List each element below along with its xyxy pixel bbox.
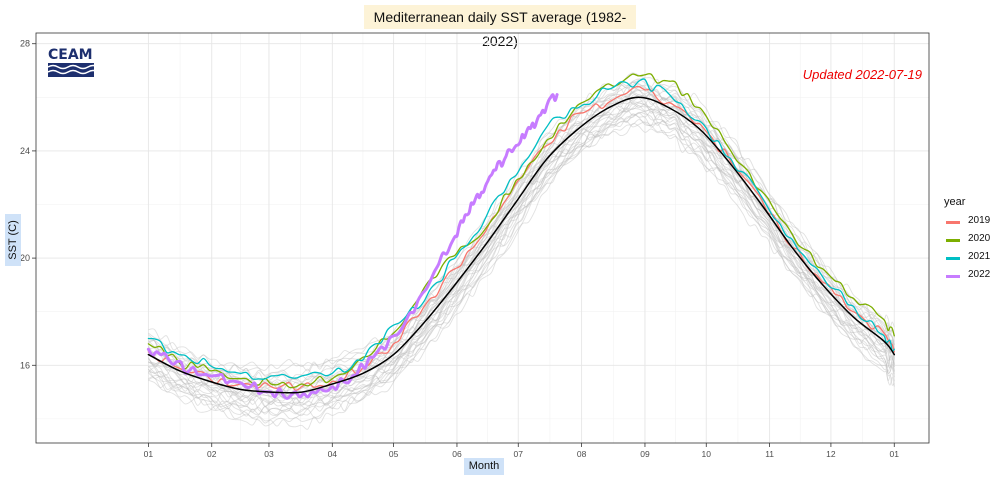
background-year-line — [148, 102, 895, 418]
background-year-line — [148, 81, 895, 390]
x-tick-label: 04 — [328, 449, 338, 459]
background-year-line — [148, 78, 895, 384]
legend-label: 2020 — [968, 233, 991, 244]
x-tick-label: 12 — [826, 449, 836, 459]
y-axis-label: SST (C) — [5, 214, 21, 266]
background-year-line — [148, 113, 895, 427]
plot-frame — [35, 32, 930, 444]
legend-swatch — [946, 239, 960, 242]
y-tick-label: 24 — [20, 146, 30, 156]
background-year-line — [148, 108, 895, 414]
background-year-line — [148, 91, 895, 410]
updated-annotation: Updated 2022-07-19 — [802, 67, 922, 82]
series-line-2021 — [147, 78, 895, 380]
ceam-logo: CEAM — [48, 48, 96, 80]
background-year-line — [148, 80, 895, 373]
x-tick-label: 11 — [765, 449, 774, 459]
background-year-line — [148, 114, 895, 408]
legend-label: 2022 — [968, 269, 991, 280]
y-tick-label: 16 — [20, 360, 30, 370]
background-year-line — [148, 72, 895, 392]
background-year-line — [148, 105, 895, 396]
y-tick-label: 20 — [20, 253, 30, 263]
legend-item-2021: 2021 — [944, 250, 998, 268]
y-tick-label: 28 — [20, 39, 30, 49]
legend-swatch — [946, 275, 960, 278]
chart-title: Mediterranean daily SST average (1982-20… — [364, 5, 636, 49]
x-tick-label: 10 — [702, 449, 712, 459]
background-year-line — [148, 93, 895, 408]
legend-label: 2021 — [968, 251, 991, 262]
series-line-2022 — [146, 93, 559, 400]
background-year-line — [148, 102, 895, 420]
background-year-line — [148, 103, 895, 403]
x-tick-label: 03 — [264, 449, 274, 459]
x-tick-label: 01 — [144, 449, 154, 459]
x-tick-label: 01 — [890, 449, 900, 459]
background-year-line — [148, 78, 895, 392]
legend-item-2020: 2020 — [944, 232, 998, 250]
x-tick-label: 06 — [452, 449, 462, 459]
legend-swatch — [946, 257, 960, 260]
legend-item-2019: 2019 — [944, 214, 998, 232]
background-year-line — [148, 87, 895, 381]
logo-waves-icon — [48, 63, 94, 77]
background-year-line — [148, 96, 895, 406]
x-tick-label: 09 — [640, 449, 650, 459]
background-year-line — [148, 111, 895, 430]
x-axis-label: Month — [464, 458, 504, 475]
legend-label: 2019 — [968, 215, 991, 226]
series-line-climatology — [147, 96, 896, 394]
background-year-line — [148, 100, 895, 402]
legend-title: year — [944, 196, 966, 208]
background-year-line — [148, 120, 895, 426]
background-year-line — [148, 109, 895, 404]
logo-text: CEAM — [48, 47, 93, 63]
background-year-line — [148, 122, 895, 415]
legend-item-2022: 2022 — [944, 268, 998, 286]
x-tick-label: 07 — [514, 449, 524, 459]
x-tick-label: 08 — [577, 449, 587, 459]
legend-swatch — [946, 221, 960, 224]
series-line-2020 — [147, 73, 895, 389]
x-tick-label: 02 — [207, 449, 217, 459]
legend: year 2019 2020 2021 2022 — [944, 196, 998, 286]
x-tick-label: 05 — [389, 449, 399, 459]
background-year-line — [148, 86, 895, 399]
